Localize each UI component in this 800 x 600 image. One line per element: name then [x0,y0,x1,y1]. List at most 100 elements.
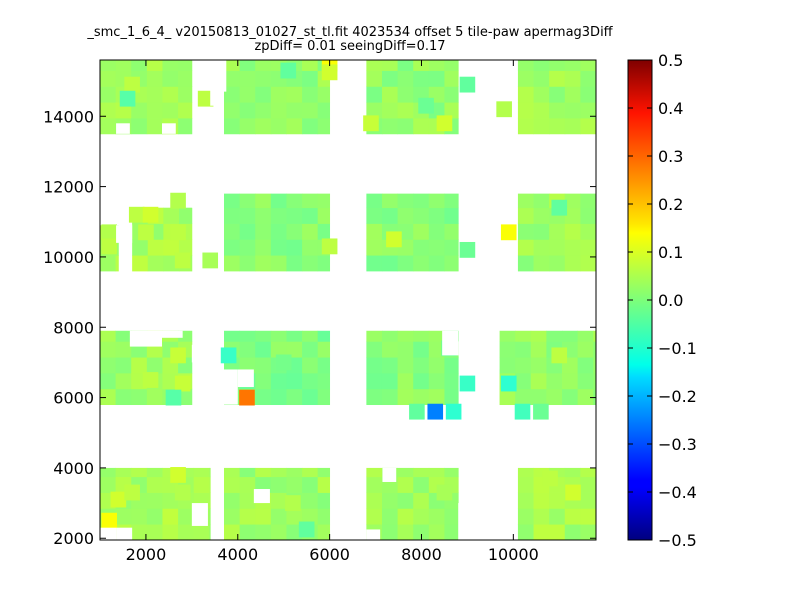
heatmap-cell [100,467,117,478]
heatmap-cell [317,223,331,240]
heatmap-cell [255,207,272,224]
heatmap-cell [270,118,287,135]
heatmap-cell [270,330,287,342]
heatmap-cell [302,330,319,342]
heatmap-cell [131,357,148,374]
heatmap-cell [255,388,272,406]
heatmap-cell [239,508,256,525]
heatmap-cell [100,372,117,390]
heatmap-cell [397,492,414,509]
heatmap-cell [515,372,532,390]
heatmap-cell [100,388,117,406]
heatmap-cell [381,70,398,87]
heatmap-cells [100,60,596,540]
empty-cell [485,330,500,370]
empty-cell [221,60,227,92]
heatmap-cell [517,118,534,135]
heatmap-cell [580,255,596,272]
heatmap-cell [580,239,596,256]
heatmap-cell [147,255,164,272]
heatmap-cell [178,388,193,406]
empty-cell [162,330,183,338]
heatmap-cell [366,372,383,390]
empty-cell [224,369,238,405]
heatmap-cell [302,239,319,256]
heatmap-cell [580,524,596,540]
heatmap-cell [239,223,256,240]
heatmap-cell [444,70,459,87]
heatmap-cell [580,118,596,135]
heatmap-cell [100,341,117,358]
heatmap-cell [428,341,445,358]
heatmap-cell [413,193,430,209]
heatmap-cell [397,60,414,71]
heatmap-cell [533,508,550,525]
heatmap-cell-highlight [174,375,191,392]
heatmap-cell [100,60,117,71]
heatmap-cell [564,70,581,87]
heatmap-cell [146,102,163,119]
heatmap-cell [302,508,319,525]
heatmap-cell [366,207,383,224]
heatmap-cell [239,193,256,209]
heatmap-cell [397,193,414,209]
heatmap-cell [146,467,163,478]
heatmap-cell [580,223,596,240]
heatmap-cell [317,330,331,342]
heatmap-cell [428,193,445,209]
heatmap-cell [224,86,241,103]
heatmap-cell [381,102,398,119]
heatmap-cell [517,492,534,509]
heatmap-cell-highlight [101,224,117,241]
heatmap-cell [302,255,319,272]
colorbar-tick-label: −0.1 [658,339,697,358]
heatmap-cell [302,70,319,87]
heatmap-cell [239,118,256,135]
heatmap-cell [224,193,241,209]
heatmap-cell-highlight [275,354,292,371]
heatmap-cell [286,476,303,493]
heatmap-cell [162,60,179,71]
heatmap-cell [286,207,303,224]
heatmap-cell [131,508,148,525]
x-tick-label: 10000 [488,545,539,564]
heatmap-cell-highlight [542,470,558,487]
heatmap-cell [317,118,331,135]
heatmap-cell [428,388,445,406]
heatmap-cell [239,492,256,509]
heatmap-cell-highlight [170,192,186,209]
heatmap-cell [131,60,148,71]
heatmap-cell [239,207,256,224]
heatmap-cell-highlight [110,491,127,508]
heatmap-cell [381,341,398,358]
heatmap-cell [162,508,179,525]
heatmap-cell [366,102,383,119]
heatmap-cell [224,223,241,240]
heatmap-cell [428,330,445,342]
heatmap-cell [255,330,272,342]
heatmap-cell [239,467,256,478]
heatmap-cell [499,330,516,342]
heatmap-cell [115,357,132,374]
heatmap-cell [162,102,179,119]
heatmap-cell [564,508,581,525]
heatmap-cell [302,223,319,240]
heatmap-cell [255,239,272,256]
heatmap-cell [533,193,550,209]
heatmap-cell [577,357,594,374]
heatmap-cell [533,86,550,103]
heatmap-cell [381,255,398,272]
heatmap-cell-highlight [170,224,186,241]
heatmap-cell [530,341,547,358]
heatmap-cell [580,70,596,87]
heatmap-cell [100,102,117,119]
heatmap-cell [162,372,179,390]
colorbar-tick-label: −0.2 [658,387,697,406]
heatmap-cell [593,372,596,390]
heatmap-cell [115,508,132,525]
heatmap-cell [428,524,445,540]
heatmap-cell [549,239,566,256]
heatmap-cell [564,223,581,240]
heatmap-cell [381,372,398,390]
